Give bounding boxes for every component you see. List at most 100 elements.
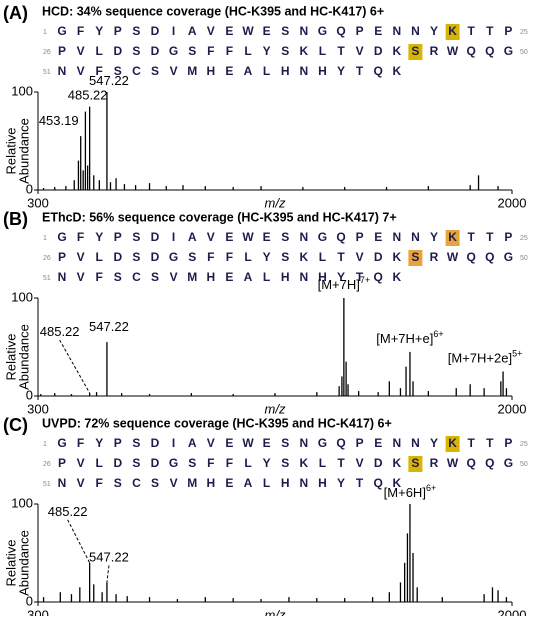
residue: F — [207, 250, 214, 264]
residue: V — [207, 436, 215, 450]
residue: T — [337, 44, 345, 58]
residue: G — [57, 436, 66, 450]
residue: K — [392, 64, 401, 78]
residue: S — [281, 44, 289, 58]
residue: N — [58, 270, 67, 284]
residue-start: 1 — [43, 29, 47, 36]
residue: K — [392, 250, 401, 264]
residue: N — [392, 24, 401, 38]
annotation-charge: 6+ — [426, 483, 436, 493]
x-tick-label: 2000 — [498, 607, 527, 616]
residue: G — [318, 230, 327, 244]
residue: D — [151, 436, 160, 450]
y-axis-label: Relative — [3, 128, 18, 175]
residue: Q — [467, 456, 476, 470]
residue: P — [356, 230, 364, 244]
residue: V — [77, 64, 85, 78]
residue: S — [114, 270, 122, 284]
residue: S — [281, 436, 289, 450]
peak-annotation: 547.22 — [89, 320, 129, 335]
residue: S — [132, 44, 140, 58]
residue: Q — [374, 476, 383, 490]
residue: H — [318, 64, 327, 78]
y-tick-label: 0 — [26, 593, 33, 608]
residue: N — [58, 64, 67, 78]
residue: K — [299, 250, 308, 264]
residue: L — [244, 250, 251, 264]
y-tick-label: 100 — [11, 83, 33, 98]
residue: K — [448, 230, 457, 244]
x-tick-label: 300 — [27, 401, 49, 416]
residue: K — [448, 24, 457, 38]
residue: I — [172, 24, 175, 38]
y-tick-label: 100 — [11, 495, 33, 510]
residue: K — [448, 436, 457, 450]
residue-end: 25 — [520, 29, 528, 36]
residue: G — [504, 44, 513, 58]
annotation-leader — [106, 565, 110, 583]
residue: A — [244, 476, 253, 490]
residue: S — [188, 456, 196, 470]
residue: Y — [337, 270, 345, 284]
residue: H — [206, 64, 215, 78]
residue: Y — [430, 24, 438, 38]
residue: E — [374, 436, 382, 450]
residue: S — [151, 64, 159, 78]
residue: V — [77, 456, 85, 470]
residue: S — [114, 476, 122, 490]
residue: L — [96, 250, 103, 264]
residue: Q — [485, 44, 494, 58]
residue: C — [132, 64, 141, 78]
residue: P — [356, 436, 364, 450]
annotation-text: [M+6H] — [384, 485, 426, 500]
residue: V — [356, 44, 364, 58]
residue: S — [114, 64, 122, 78]
residue: P — [58, 250, 66, 264]
residue: E — [225, 476, 233, 490]
residue: M — [187, 476, 197, 490]
annotation-text: [M+7H+2e] — [448, 351, 512, 366]
residue: M — [187, 270, 197, 284]
residue-start: 51 — [43, 481, 51, 488]
residue: E — [225, 436, 233, 450]
annotation-text: [M+7H] — [318, 277, 360, 292]
annotation-leader — [67, 519, 91, 564]
residue: T — [337, 250, 345, 264]
residue: S — [281, 24, 289, 38]
residue: D — [151, 230, 160, 244]
residue-highlight — [408, 456, 423, 472]
residue: V — [77, 44, 85, 58]
residue: L — [96, 456, 103, 470]
residue: D — [151, 24, 160, 38]
residue: W — [242, 230, 254, 244]
residue: Q — [336, 230, 345, 244]
residue: G — [169, 44, 178, 58]
residue: W — [242, 24, 254, 38]
residue: H — [206, 270, 215, 284]
residue-start: 26 — [43, 49, 51, 56]
residue: C — [132, 476, 141, 490]
residue: P — [504, 436, 512, 450]
residue: L — [244, 44, 251, 58]
residue: V — [77, 270, 85, 284]
residue: G — [57, 230, 66, 244]
residue: Q — [374, 270, 383, 284]
panel-label: (C) — [3, 415, 28, 435]
annotation-text: 485.22 — [68, 88, 108, 103]
residue-start: 26 — [43, 255, 51, 262]
residue: N — [392, 230, 401, 244]
residue: S — [132, 456, 140, 470]
residue-start: 51 — [43, 275, 51, 282]
residue: F — [96, 64, 103, 78]
residue: N — [392, 436, 401, 450]
residue: I — [172, 436, 175, 450]
residue: V — [170, 270, 178, 284]
residue: F — [207, 44, 214, 58]
residue: V — [356, 456, 364, 470]
residue: R — [430, 456, 439, 470]
residue: T — [486, 24, 494, 38]
residue: E — [225, 270, 233, 284]
annotation-charge: 7+ — [360, 275, 370, 285]
x-axis-label: m/z — [265, 401, 286, 416]
residue: Y — [95, 230, 103, 244]
